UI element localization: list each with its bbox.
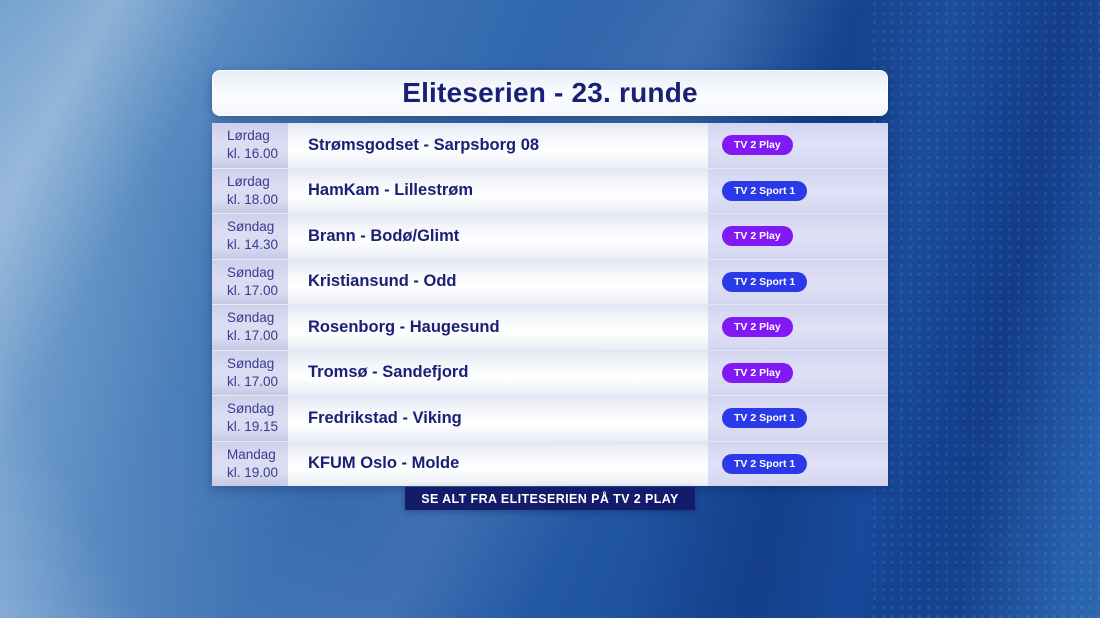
match-title: Rosenborg - Haugesund: [308, 317, 500, 336]
channel-cell: TV 2 Play: [708, 305, 888, 350]
day-time-cell: Søndag kl. 17.00: [212, 259, 288, 304]
match-row: Søndag kl. 19.15 Fredrikstad - Viking TV 2 …: [212, 395, 888, 441]
channel-badge-sport1: TV 2 Sport 1: [722, 271, 808, 292]
match-cell: Rosenborg - Haugesund: [288, 305, 708, 350]
match-row: Lørdag kl. 18.00 HamKam - Lillestrøm TV 2 S…: [212, 167, 888, 213]
match-row: Søndag kl. 14.30 Brann - Bodø/Glimt TV 2 Pl…: [212, 213, 888, 259]
match-cell: Fredrikstad - Viking: [288, 396, 708, 441]
day-time-cell: Søndag kl. 17.00: [212, 350, 288, 395]
match-time: kl. 18.00: [227, 191, 279, 207]
match-title: HamKam - Lillestrøm: [308, 181, 474, 200]
channel-cell: TV 2 Sport 1: [708, 168, 888, 213]
match-time: kl. 17.00: [227, 373, 279, 389]
day-time-cell: Søndag kl. 17.00: [212, 305, 288, 350]
match-time: kl. 17.00: [227, 282, 279, 298]
day-time-cell: Mandag kl. 19.00: [212, 441, 288, 486]
match-time: kl. 17.00: [227, 328, 279, 344]
channel-cell: TV 2 Play: [708, 350, 888, 395]
match-row: Søndag kl. 17.00 Tromsø - Sandefjord TV 2 P…: [212, 349, 888, 395]
match-title: Fredrikstad - Viking: [308, 408, 462, 427]
channel-cell: TV 2 Play: [708, 123, 888, 168]
match-cell: Brann - Bodø/Glimt: [288, 214, 708, 259]
match-day: Søndag: [227, 264, 275, 280]
match-row: Mandag kl. 19.00 KFUM Oslo - Molde TV 2 Spo…: [212, 440, 888, 486]
match-title: Tromsø - Sandefjord: [308, 363, 469, 382]
day-time-cell: Lørdag kl. 18.00: [212, 168, 288, 213]
match-cell: Kristiansund - Odd: [288, 259, 708, 304]
channel-cell: TV 2 Sport 1: [708, 441, 888, 486]
channel-cell: TV 2 Play: [708, 214, 888, 259]
match-day: Søndag: [227, 219, 275, 235]
footer-banner-label: SE ALT FRA ELITESERIEN PÅ TV 2 PLAY: [421, 491, 679, 506]
match-title: Strømsgodset - Sarpsborg 08: [308, 135, 540, 154]
match-day: Mandag: [227, 446, 276, 462]
match-time: kl. 14.30: [227, 237, 279, 253]
match-title: KFUM Oslo - Molde: [308, 454, 460, 473]
match-day: Søndag: [227, 401, 275, 417]
match-schedule-table: Lørdag kl. 16.00 Strømsgodset - Sarpsborg …: [212, 123, 888, 486]
match-cell: Strømsgodset - Sarpsborg 08: [288, 123, 708, 168]
match-cell: Tromsø - Sandefjord: [288, 350, 708, 395]
eliteserien-schedule-panel: Eliteserien - 23. runde Lørdag kl. 16.00 S…: [212, 70, 888, 486]
page-title: Eliteserien - 23. runde: [402, 77, 698, 108]
background-texture: [870, 0, 1100, 618]
match-time: kl. 16.00: [227, 146, 279, 162]
match-title: Kristiansund - Odd: [308, 272, 457, 291]
match-day: Søndag: [227, 355, 275, 371]
channel-badge-play: TV 2 Play: [722, 317, 793, 338]
channel-badge-play: TV 2 Play: [722, 135, 793, 156]
channel-badge-sport1: TV 2 Sport 1: [722, 453, 808, 474]
title-bar: Eliteserien - 23. runde: [212, 70, 888, 116]
match-day: Lørdag: [227, 128, 270, 144]
match-day: Søndag: [227, 310, 275, 326]
channel-cell: TV 2 Sport 1: [708, 396, 888, 441]
footer-banner: SE ALT FRA ELITESERIEN PÅ TV 2 PLAY: [405, 487, 695, 510]
channel-badge-play: TV 2 Play: [722, 362, 793, 383]
match-time: kl. 19.15: [227, 419, 279, 435]
channel-badge-play: TV 2 Play: [722, 226, 793, 247]
match-time: kl. 19.00: [227, 464, 279, 480]
channel-cell: TV 2 Sport 1: [708, 259, 888, 304]
match-row: Lørdag kl. 16.00 Strømsgodset - Sarpsborg …: [212, 123, 888, 168]
channel-badge-sport1: TV 2 Sport 1: [722, 180, 808, 201]
match-cell: KFUM Oslo - Molde: [288, 441, 708, 486]
match-title: Brann - Bodø/Glimt: [308, 226, 460, 245]
day-time-cell: Lørdag kl. 16.00: [212, 123, 288, 168]
match-row: Søndag kl. 17.00 Kristiansund - Odd TV 2 Sp…: [212, 258, 888, 304]
day-time-cell: Søndag kl. 19.15: [212, 396, 288, 441]
match-day: Lørdag: [227, 173, 270, 189]
day-time-cell: Søndag kl. 14.30: [212, 214, 288, 259]
match-row: Søndag kl. 17.00 Rosenborg - Haugesund TV 2…: [212, 304, 888, 350]
match-cell: HamKam - Lillestrøm: [288, 168, 708, 213]
channel-badge-sport1: TV 2 Sport 1: [722, 408, 808, 429]
